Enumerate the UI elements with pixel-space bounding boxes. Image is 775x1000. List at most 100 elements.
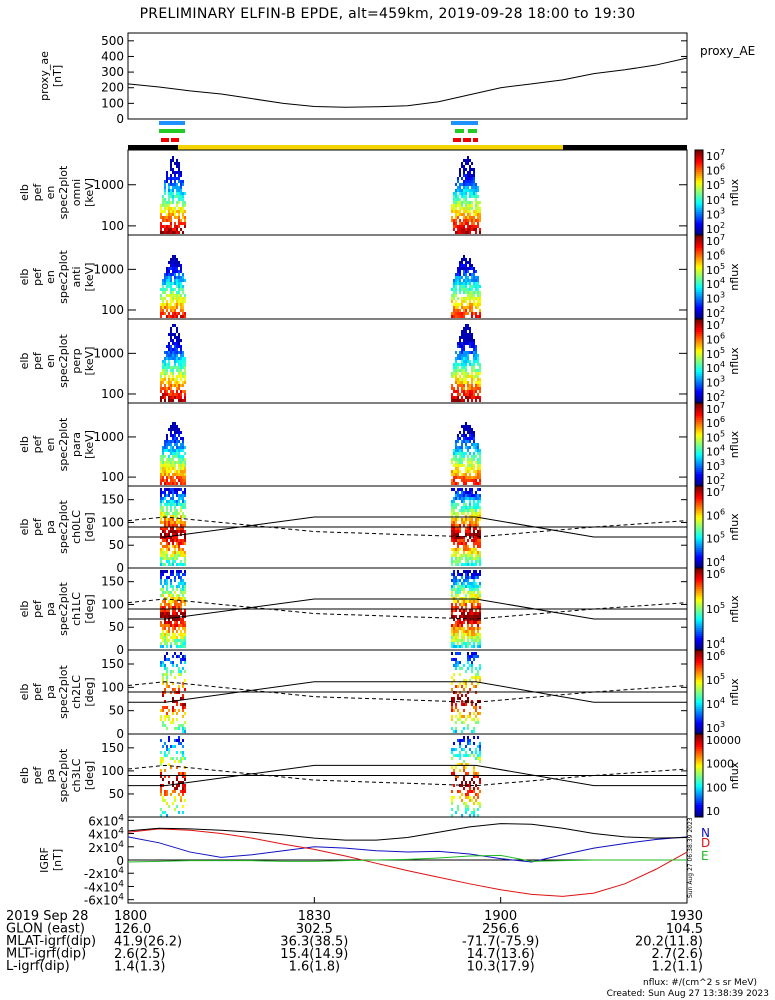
heatmap-cell: [463, 264, 465, 267]
heatmap-cell: [473, 787, 475, 790]
heatmap-cell: [457, 201, 459, 204]
heatmap-cell: [455, 588, 457, 591]
heatmap-cell: [178, 518, 180, 521]
heatmap-cell: [479, 551, 481, 554]
heatmap-cell: [463, 434, 465, 437]
heatmap-cell: [479, 390, 481, 393]
heatmap-cell: [172, 156, 174, 159]
heatmap-cell: [467, 661, 469, 664]
heatmap-cell: [178, 225, 180, 228]
heatmap-cell: [178, 458, 180, 461]
colorbar-cell: [695, 533, 703, 536]
heatmap-cell: [176, 165, 178, 168]
heatmap-cell: [459, 168, 461, 171]
heatmap-cell: [160, 312, 162, 315]
heatmap-cell: [451, 612, 453, 615]
heatmap-cell: [178, 467, 180, 470]
heatmap-cell: [461, 297, 463, 300]
heatmap-cell: [178, 381, 180, 384]
heatmap-cell: [172, 633, 174, 636]
heatmap-cell: [166, 579, 168, 582]
mode-bar-red: [453, 138, 461, 142]
heatmap-cell: [162, 500, 164, 503]
heatmap-cell: [180, 790, 182, 793]
heatmap-cell: [475, 482, 477, 485]
heatmap-cell: [184, 570, 186, 573]
y-tick-label: 500: [101, 34, 124, 48]
heatmap-cell: [166, 476, 168, 479]
heatmap-cell: [457, 624, 459, 627]
heatmap-cell: [182, 446, 184, 449]
heatmap-cell: [176, 330, 178, 333]
heatmap-cell: [172, 228, 174, 231]
heatmap-cell: [461, 494, 463, 497]
heatmap-cell: [162, 512, 164, 515]
heatmap-cell: [178, 273, 180, 276]
colorbar-cell: [695, 407, 703, 410]
heatmap-cell: [475, 219, 477, 222]
heatmap-cell: [465, 685, 467, 688]
heatmap-cell: [166, 488, 168, 491]
heatmap-cell: [178, 736, 180, 739]
heatmap-cell: [184, 446, 186, 449]
heatmap-cell: [457, 273, 459, 276]
colorbar-cell: [695, 230, 703, 234]
heatmap-cell: [455, 372, 457, 375]
heatmap-cell: [180, 303, 182, 306]
heatmap-cell: [467, 636, 469, 639]
heatmap-cell: [164, 183, 166, 186]
heatmap-cell: [473, 282, 475, 285]
heatmap-cell: [465, 428, 467, 431]
y-axis-label: elb: [18, 436, 31, 453]
heatmap-cell: [178, 603, 180, 606]
heatmap-cell: [451, 461, 453, 464]
heatmap-cell: [453, 396, 455, 399]
heatmap-cell: [479, 664, 481, 667]
heatmap-cell: [168, 186, 170, 189]
colorbar-cell: [695, 604, 703, 608]
heatmap-cell: [477, 369, 479, 372]
heatmap-cell: [467, 642, 469, 645]
heatmap-cell: [471, 588, 473, 591]
y-axis-label: en: [44, 270, 57, 284]
heatmap-cell: [180, 724, 182, 727]
heatmap-cell: [174, 539, 176, 542]
x-annotation-row-label: MLAT-igrf(dip): [6, 934, 96, 949]
heatmap-cell: [178, 470, 180, 473]
heatmap-cell: [467, 612, 469, 615]
heatmap-cell: [184, 778, 186, 781]
heatmap-cell: [451, 539, 453, 542]
colorbar-cell: [695, 498, 703, 501]
heatmap-cell: [164, 700, 166, 703]
heatmap-cell: [174, 177, 176, 180]
heatmap-cell: [170, 309, 172, 312]
colorbar-cell: [695, 390, 703, 393]
heatmap-cell: [471, 339, 473, 342]
heatmap-cell: [453, 570, 455, 573]
colorbar-cell: [695, 298, 703, 301]
heatmap-cell: [457, 363, 459, 366]
heatmap-cell: [166, 270, 168, 273]
heatmap-cell: [455, 685, 457, 688]
heatmap-cell: [164, 497, 166, 500]
heatmap-cell: [479, 530, 481, 533]
heatmap-cell: [473, 563, 475, 566]
heatmap-cell: [477, 721, 479, 724]
heatmap-cell: [164, 273, 166, 276]
heatmap-cell: [455, 721, 457, 724]
heatmap-cell: [180, 630, 182, 633]
heatmap-cell: [465, 375, 467, 378]
heatmap-cell: [176, 551, 178, 554]
heatmap-cell: [174, 700, 176, 703]
heatmap-cell: [457, 470, 459, 473]
heatmap-cell: [479, 381, 481, 384]
y-axis-label: en: [44, 438, 57, 452]
heatmap-cell: [174, 306, 176, 309]
heatmap-cell: [465, 422, 467, 425]
heatmap-cell: [457, 805, 459, 808]
heatmap-cell: [451, 527, 453, 530]
heatmap-cell: [180, 473, 182, 476]
colorbar-cell: [695, 235, 703, 238]
colorbar-cell: [695, 436, 703, 439]
heatmap-cell: [457, 210, 459, 213]
